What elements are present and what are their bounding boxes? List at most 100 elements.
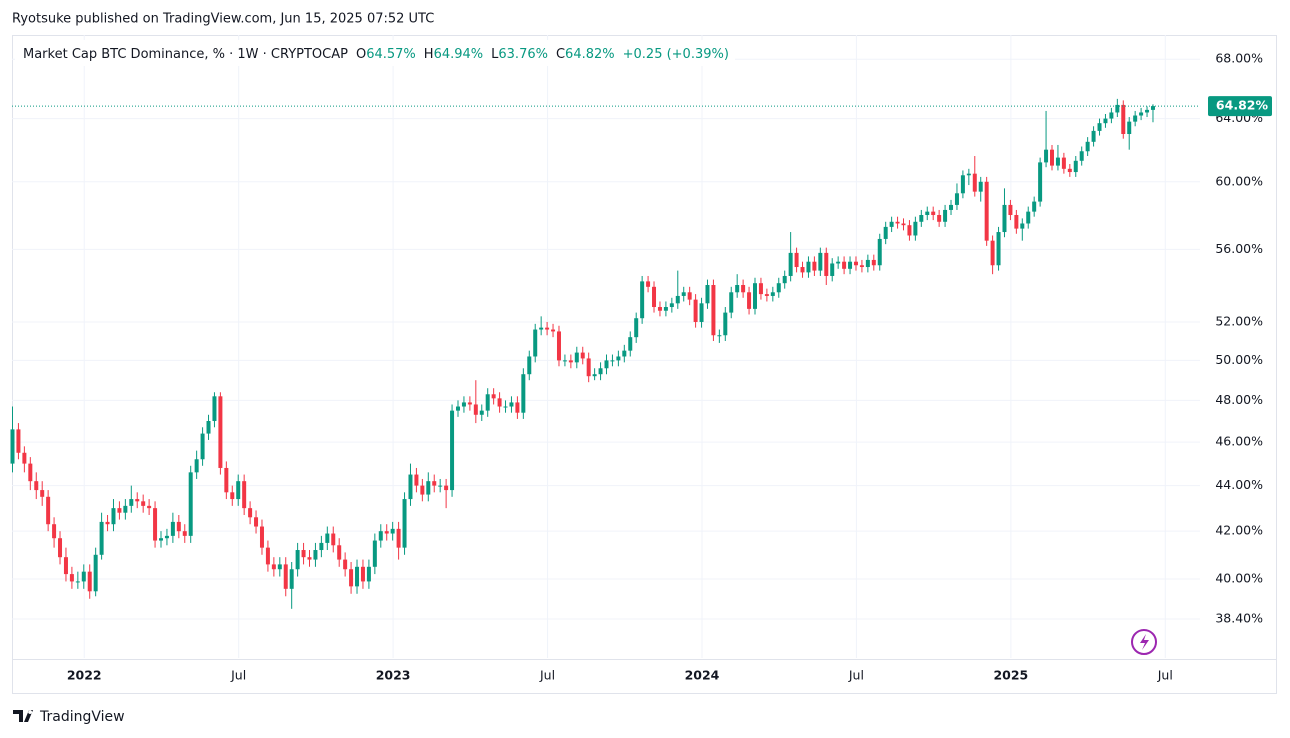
candle-body — [788, 252, 793, 276]
candle-body — [865, 259, 870, 268]
candle-body — [747, 292, 752, 309]
candle-body — [1115, 104, 1120, 113]
candle-body — [616, 356, 621, 361]
legend-key: O — [356, 47, 366, 62]
candle-body — [842, 261, 847, 269]
grid — [12, 35, 1200, 658]
candle-body — [87, 571, 92, 592]
candle-body — [384, 531, 389, 534]
candle-body — [568, 360, 573, 363]
y-tick-label: 56.00% — [1215, 241, 1263, 256]
candle-body — [277, 564, 282, 570]
candle-body — [372, 540, 377, 567]
candle-body — [1067, 168, 1072, 173]
candle-body — [794, 252, 799, 268]
candle-body — [758, 283, 763, 295]
candle-body — [254, 517, 259, 527]
y-tick-label: 50.00% — [1215, 352, 1263, 367]
candle-body — [176, 521, 181, 532]
candle-body — [426, 481, 431, 495]
candle-body — [1079, 151, 1084, 161]
candle-body — [129, 499, 134, 506]
candle-body — [355, 566, 360, 587]
candle-body — [984, 181, 989, 241]
candle-body — [527, 356, 532, 375]
candle-body — [574, 352, 579, 363]
candle-body — [628, 337, 633, 351]
candle-body — [141, 501, 146, 506]
candle-body — [456, 406, 460, 411]
candle-body — [188, 472, 193, 536]
candle-body — [313, 550, 318, 560]
candle-body — [741, 285, 746, 293]
candle-body — [105, 521, 110, 525]
candle-body — [325, 533, 330, 543]
candle-body — [853, 261, 858, 266]
candle-body — [343, 559, 348, 570]
candle-body — [925, 211, 930, 216]
candle-body — [63, 557, 68, 575]
candle-body — [271, 564, 276, 570]
lightning-icon — [1131, 629, 1157, 655]
candle-body — [515, 402, 520, 413]
candle-body — [954, 193, 959, 205]
candle-body — [212, 396, 217, 422]
x-tick-label: Jul — [539, 668, 555, 683]
y-tick-label: 44.00% — [1215, 477, 1263, 492]
candle-body — [877, 238, 882, 266]
candle-body — [319, 542, 324, 551]
candle-body — [978, 181, 983, 192]
candle-body — [782, 275, 787, 284]
candle-body — [717, 335, 722, 337]
candle-body — [711, 285, 716, 336]
y-tick-label: 38.40% — [1215, 610, 1263, 625]
candle-body — [289, 569, 294, 589]
candle-body — [545, 327, 550, 330]
y-tick-label: 48.00% — [1215, 392, 1263, 407]
candle-body — [551, 329, 556, 332]
candle-body — [1091, 130, 1096, 142]
candle-body — [663, 307, 668, 311]
candle-body — [22, 452, 27, 464]
candle-body — [1103, 118, 1108, 124]
candle-body — [1150, 106, 1155, 110]
candle-body — [467, 402, 472, 405]
y-tick-label: 46.00% — [1215, 434, 1263, 449]
legend-value: 64.94% — [434, 47, 484, 62]
labels: 38.40% 40.00% 42.00% 44.00% 46.00% 48.00% 50.0… — [67, 51, 1272, 683]
candle-body — [93, 554, 98, 592]
candle-body — [669, 303, 674, 308]
candle-body — [521, 374, 526, 413]
candle-body — [693, 299, 698, 322]
candle-body — [996, 232, 1001, 266]
candle-body — [1061, 157, 1066, 169]
candle-body — [420, 485, 425, 495]
candle-body — [871, 259, 876, 266]
candle-body — [301, 550, 306, 558]
y-tick-label: 40.00% — [1215, 570, 1263, 585]
legend-bg — [15, 40, 735, 66]
candle-body — [414, 474, 419, 486]
x-tick-label: Jul — [1157, 668, 1173, 683]
legend-key: L — [491, 47, 499, 62]
candle-body — [200, 433, 205, 460]
candle-body — [592, 374, 597, 377]
candle-body — [812, 261, 817, 271]
candle-body — [556, 331, 561, 361]
candle-body — [800, 267, 805, 273]
candle-body — [1002, 204, 1007, 233]
candle-body — [848, 261, 853, 269]
brand: TradingView — [13, 709, 125, 725]
candle-body — [242, 481, 247, 509]
candle-body — [16, 429, 21, 453]
candle-body — [331, 533, 336, 546]
candle-body — [610, 360, 615, 362]
candle-body — [562, 360, 567, 362]
candle-body — [99, 521, 104, 555]
candle-body — [159, 538, 163, 541]
candle-body — [949, 204, 954, 210]
candle-body — [479, 410, 484, 415]
candle-body — [598, 368, 603, 375]
candle-body — [735, 285, 740, 293]
